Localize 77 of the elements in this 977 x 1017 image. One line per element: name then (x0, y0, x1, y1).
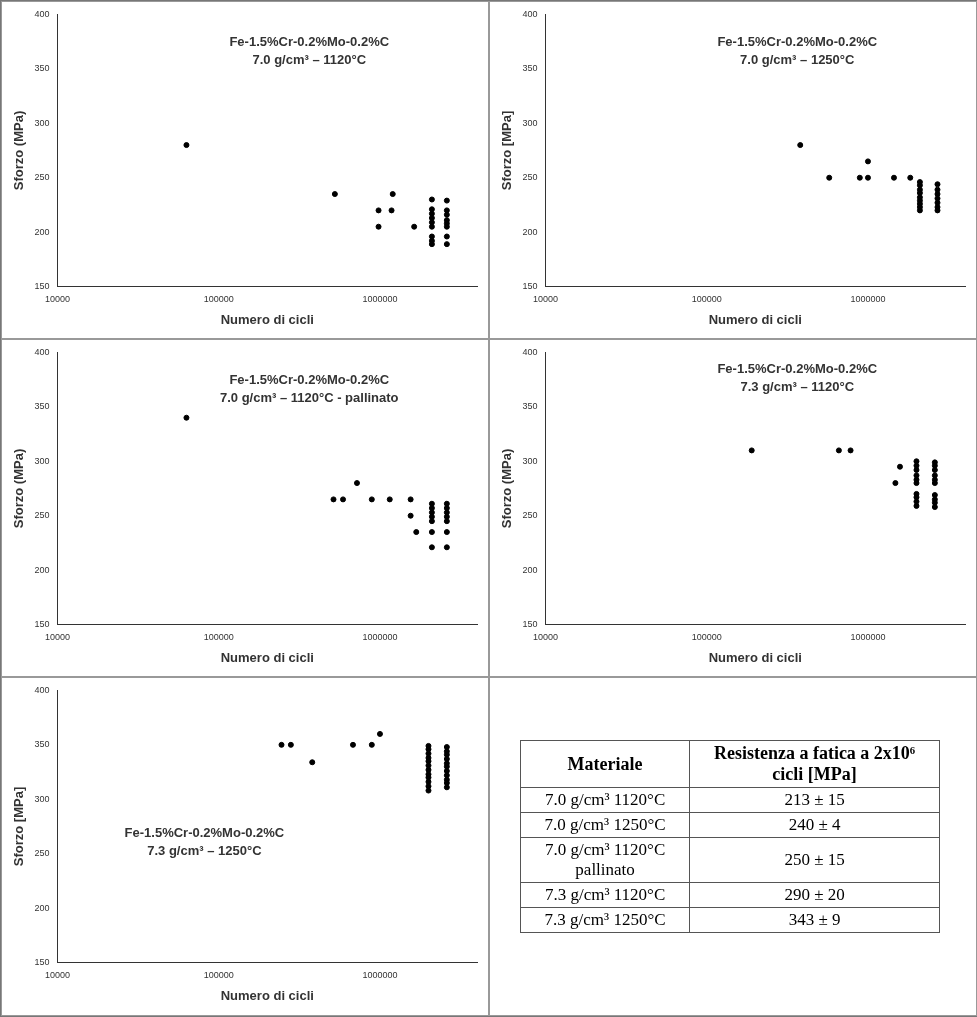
y-tick-label: 400 (522, 346, 538, 357)
y-tick-label: 300 (522, 455, 538, 466)
y-tick-label: 150 (522, 281, 538, 292)
y-tick-label: 400 (34, 8, 50, 19)
y-tick-label: 250 (522, 510, 538, 521)
y-tick-label: 350 (522, 63, 538, 74)
text: 250 ± 15 (784, 850, 845, 869)
x-tick-label: 100000 (203, 970, 234, 981)
text: 343 ± 9 (788, 910, 841, 929)
y-tick-label: 250 (34, 848, 50, 859)
annotation: 7.0 g/cm³ – 1250°C (740, 52, 856, 68)
y-axis-title: Sforzo (MPa) (11, 448, 27, 529)
text: 213 ± 15 (784, 790, 845, 809)
x-tick-label: 1000000 (362, 294, 398, 305)
y-tick-label: 250 (522, 172, 538, 183)
y-tick-label: 400 (522, 8, 538, 19)
category-label: 7.3 g/cm³ 1120°C (520, 882, 690, 908)
annotation: 7.0 g/cm³ – 1120°C (252, 52, 367, 68)
y-tick-label: 150 (34, 281, 50, 292)
y-tick-label: 350 (34, 401, 50, 412)
x-tick-label: 1000000 (362, 632, 398, 643)
category-label: 7.0 g/cm³ 1120°C (520, 787, 690, 813)
y-tick-label: 200 (34, 902, 50, 913)
annotation: 7.0 g/cm³ – 1120°C - pallinato (219, 390, 399, 406)
annotation: Fe-1.5%Cr-0.2%Mo-0.2%C (229, 34, 390, 50)
annotation: Fe-1.5%Cr-0.2%Mo-0.2%C (229, 372, 390, 388)
y-tick-label: 300 (522, 117, 538, 128)
annotation: Fe-1.5%Cr-0.2%Mo-0.2%C (124, 824, 285, 840)
y-axis-title: Sforzo (MPa) (11, 110, 27, 191)
y-axis-title: Sforzo (MPa) (499, 448, 515, 529)
y-tick-label: 200 (522, 564, 538, 575)
x-axis-title: Numero di cicli (220, 649, 314, 665)
y-tick-label: 250 (34, 172, 50, 183)
y-axis-title: Sforzo [MPa] (499, 110, 515, 191)
text: 290 ± 20 (784, 885, 845, 904)
x-tick-label: 10000 (45, 632, 71, 643)
x-tick-label: 100000 (203, 294, 234, 305)
text: Materiale (520, 740, 690, 788)
category-label: 7.0 g/cm³ 1120°C pallinato (520, 837, 690, 883)
y-tick-label: 150 (34, 957, 50, 968)
y-tick-label: 350 (34, 739, 50, 750)
text: Resistenza a fatica a 2x10⁶ cicli [MPa] (689, 740, 940, 788)
x-tick-label: 1000000 (850, 294, 886, 305)
x-tick-label: 10000 (45, 970, 71, 981)
y-tick-label: 350 (34, 63, 50, 74)
y-tick-label: 250 (34, 510, 50, 521)
x-tick-label: 1000000 (362, 970, 398, 981)
y-tick-label: 200 (34, 564, 50, 575)
x-tick-label: 10000 (533, 632, 559, 643)
x-tick-label: 1000000 (850, 632, 886, 643)
annotation: Fe-1.5%Cr-0.2%Mo-0.2%C (717, 34, 878, 50)
y-tick-label: 300 (34, 117, 50, 128)
x-tick-label: 100000 (691, 632, 722, 643)
annotation: Fe-1.5%Cr-0.2%Mo-0.2%C (717, 361, 878, 377)
annotation: 7.3 g/cm³ – 1250°C (147, 842, 263, 858)
y-tick-label: 150 (34, 619, 50, 630)
y-tick-label: 150 (522, 619, 538, 630)
category-label: 7.0 g/cm³ 1250°C (520, 812, 690, 838)
x-tick-label: 10000 (533, 294, 559, 305)
y-tick-label: 400 (34, 346, 50, 357)
y-tick-label: 400 (34, 684, 50, 695)
x-tick-label: 10000 (45, 294, 71, 305)
y-tick-label: 200 (34, 226, 50, 237)
x-tick-label: 100000 (691, 294, 722, 305)
y-tick-label: 350 (522, 401, 538, 412)
y-axis-title: Sforzo [MPa] (11, 786, 27, 867)
text: 240 ± 4 (788, 815, 841, 834)
category-label: 7.3 g/cm³ 1250°C (520, 907, 690, 933)
y-tick-label: 200 (522, 226, 538, 237)
x-tick-label: 100000 (203, 632, 234, 643)
x-axis-title: Numero di cicli (708, 649, 802, 665)
x-axis-title: Numero di cicli (220, 311, 314, 327)
x-axis-title: Numero di cicli (708, 311, 802, 327)
x-axis-title: Numero di cicli (220, 987, 314, 1003)
annotation: 7.3 g/cm³ – 1120°C (740, 379, 855, 395)
y-tick-label: 300 (34, 455, 50, 466)
y-tick-label: 300 (34, 793, 50, 804)
